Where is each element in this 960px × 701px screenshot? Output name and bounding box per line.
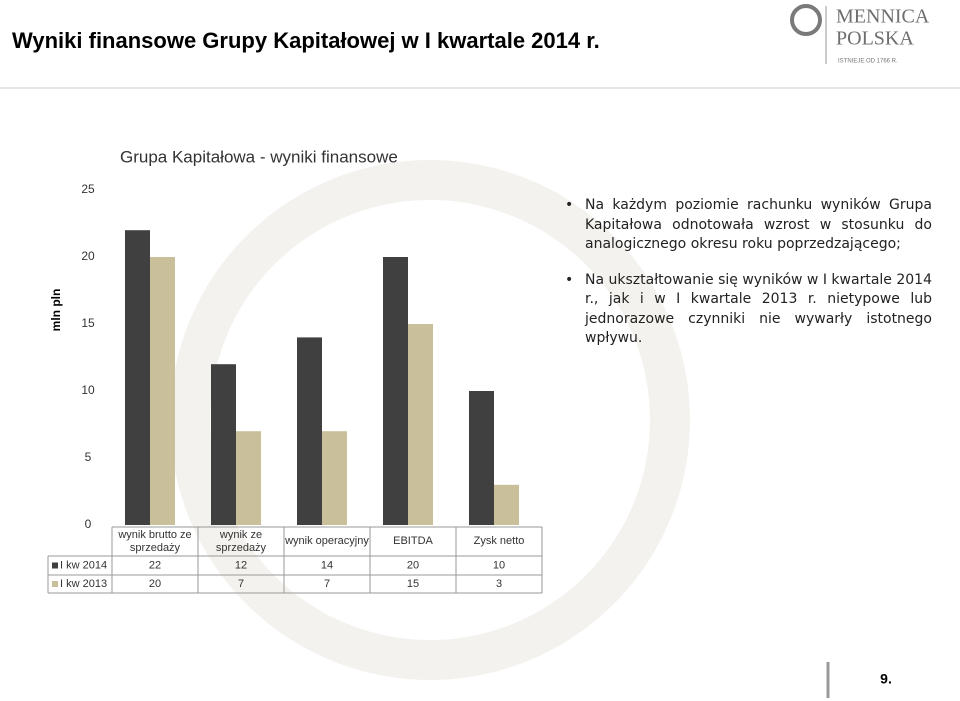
legend-label: I kw 2014 [60, 559, 107, 571]
watermark [170, 160, 690, 680]
bullet-list: Na każdym poziomie rachunku wyników Grup… [565, 196, 932, 365]
y-axis-title: mln pln [49, 289, 63, 332]
table-cell: 20 [407, 559, 419, 571]
logo-tagline: ISTNIEJE OD 1766 R. [838, 59, 898, 65]
logo-emblem [790, 4, 822, 36]
y-tick-label: 25 [81, 182, 95, 196]
logo-text: MENNICA [836, 6, 930, 28]
table-cell: 15 [407, 578, 419, 590]
y-tick-label: 20 [81, 249, 95, 263]
table-cell: 7 [324, 578, 330, 590]
x-tick-label: wynik ze sprzedaży [215, 528, 267, 554]
bullet-item: Na ukształtowanie się wyników w I kwarta… [565, 271, 932, 349]
x-tick-label: Zysk netto [473, 535, 525, 547]
legend-swatch [52, 581, 58, 587]
page-number: 9. [880, 671, 892, 687]
table-cell: 10 [493, 559, 505, 571]
legend-swatch [52, 562, 58, 569]
logo-text: POLSKA [836, 28, 914, 50]
bar [150, 257, 175, 525]
bar [125, 230, 150, 525]
x-tick-label: EBITDA [393, 535, 433, 547]
bar [469, 391, 494, 525]
table-cell: 12 [235, 559, 247, 571]
bar [236, 431, 261, 525]
bar [494, 484, 519, 525]
y-tick-label: 0 [85, 517, 92, 531]
bar [383, 257, 408, 525]
table-cell: 3 [496, 578, 502, 590]
bar [408, 324, 433, 525]
y-tick-label: 5 [85, 450, 92, 464]
x-tick-label: wynik brutto ze sprzedaży [118, 528, 192, 554]
bullet-item: Na każdym poziomie rachunku wyników Grup… [565, 196, 932, 255]
bar [211, 364, 236, 525]
slide-title: Wyniki finansowe Grupy Kapitałowej w I k… [12, 28, 600, 53]
table-cell: 14 [321, 559, 333, 571]
table-cell: 22 [149, 559, 161, 571]
y-tick-label: 10 [81, 383, 95, 397]
table-cell: 7 [238, 578, 244, 590]
y-tick-label: 15 [81, 316, 95, 330]
x-tick-label: wynik operacyjny [285, 535, 369, 547]
chart-title: Grupa Kapitałowa - wyniki finansowe [120, 147, 398, 166]
bar [297, 337, 322, 525]
legend-label: I kw 2013 [60, 578, 107, 590]
table-cell: 20 [149, 578, 161, 590]
bar [322, 431, 347, 525]
